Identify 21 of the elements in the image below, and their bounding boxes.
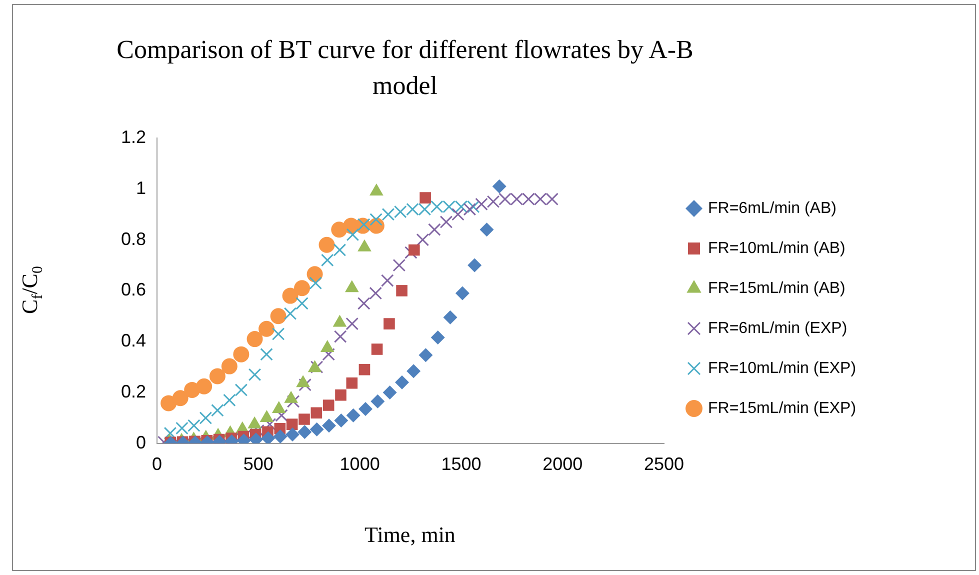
- legend-label: FR=6mL/min (EXP): [708, 320, 848, 337]
- y-tick-label: 0.4: [120, 330, 146, 351]
- x-tick-label: 1000: [340, 454, 380, 474]
- y-tick-label: 0.6: [120, 280, 146, 300]
- y-tick-label: 0.8: [120, 228, 146, 249]
- x-tick-label: 500: [243, 454, 274, 474]
- legend-label: FR=6mL/min (AB): [708, 200, 836, 217]
- legend-label: FR=15mL/min (AB): [708, 280, 846, 297]
- x-tick-label: 1500: [441, 454, 482, 474]
- legend-label: FR=10mL/min (EXP): [708, 360, 856, 377]
- legend-label: FR=10mL/min (AB): [708, 240, 846, 257]
- y-tick-label: 1.2: [120, 126, 146, 147]
- y-tick-label: 0: [136, 432, 146, 452]
- x-tick-label: 2500: [644, 454, 684, 474]
- x-axis-title: Time, min: [364, 522, 456, 548]
- y-tick-label: 1: [136, 178, 146, 198]
- x-tick-label: 0: [152, 454, 162, 474]
- legend-label: FR=15mL/min (EXP): [708, 400, 856, 417]
- x-tick-label: 2000: [542, 454, 583, 474]
- y-tick-label: 0.2: [120, 381, 146, 402]
- chart-title: Comparison of BT curve for different flowrates by A-B model: [116, 34, 694, 102]
